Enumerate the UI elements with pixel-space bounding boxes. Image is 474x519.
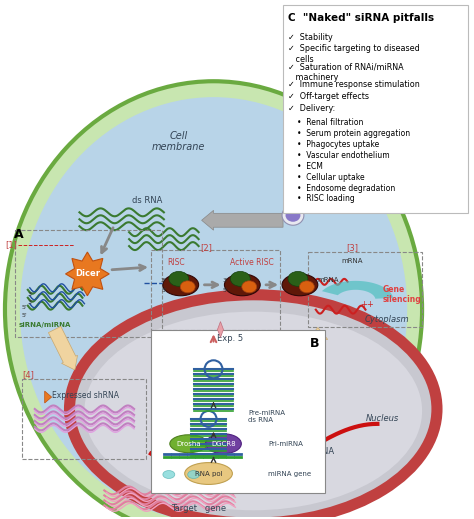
Text: 3': 3' [161,278,167,283]
Ellipse shape [20,97,407,519]
Text: •  Phagocytes uptake: • Phagocytes uptake [297,140,379,149]
Text: [4]: [4] [22,370,34,379]
Text: 5': 5' [223,288,228,293]
Text: 3': 3' [28,292,34,297]
Text: ✓  Stability: ✓ Stability [288,33,333,42]
Bar [151,250,280,330]
Text: ✓  Specific targeting to diseased
   cells: ✓ Specific targeting to diseased cells [288,45,420,64]
Ellipse shape [230,271,250,286]
Text: RNA pol: RNA pol [195,471,222,476]
Text: ✓  Off-target effects: ✓ Off-target effects [288,92,369,101]
Ellipse shape [169,271,189,286]
Ellipse shape [170,435,208,453]
Text: A: A [14,228,24,241]
Text: 5': 5' [161,288,167,293]
Text: mRNA: mRNA [318,277,339,283]
Ellipse shape [70,295,437,519]
Bar [308,252,422,326]
FancyArrow shape [308,327,328,369]
Ellipse shape [296,170,320,192]
Ellipse shape [300,281,314,293]
Text: Active RISC: Active RISC [230,258,274,267]
Text: •  Renal filtration: • Renal filtration [297,118,363,127]
Text: Exp. 5: Exp. 5 [218,334,244,344]
Bar [22,379,146,459]
Text: ✓  Delivery:: ✓ Delivery: [288,104,335,113]
Text: Dicer: Dicer [75,269,100,278]
FancyBboxPatch shape [283,5,468,213]
Text: C  "Naked" siRNA pitfalls: C "Naked" siRNA pitfalls [288,12,434,23]
Ellipse shape [185,462,232,484]
Text: 3': 3' [28,300,34,305]
Text: 5': 5' [22,313,27,318]
Ellipse shape [225,274,260,296]
Text: B: B [310,337,320,350]
Text: ✓  Immune response stimulation: ✓ Immune response stimulation [288,80,420,89]
Text: •  ECM: • ECM [297,162,323,171]
Polygon shape [218,322,223,337]
Text: RISC: RISC [167,258,184,267]
FancyBboxPatch shape [151,330,325,494]
Ellipse shape [242,281,257,293]
Text: [1]: [1] [5,241,17,250]
Text: Nucleus: Nucleus [366,414,399,424]
Bar [15,230,162,337]
Text: mRNA: mRNA [342,258,363,264]
Text: Cytoplasm: Cytoplasm [365,315,410,324]
Ellipse shape [300,173,316,187]
Text: ds RNA: ds RNA [132,196,162,205]
FancyArrow shape [48,326,78,370]
Text: DGCR8: DGCR8 [211,441,236,447]
Polygon shape [45,391,52,403]
FancyArrow shape [201,210,283,230]
Text: Target   gene: Target gene [171,504,226,513]
Ellipse shape [180,281,195,293]
Text: Pre-miRNA
ds RNA: Pre-miRNA ds RNA [248,411,285,424]
Ellipse shape [163,274,199,296]
Text: •  Vascular endothelium: • Vascular endothelium [297,151,390,160]
Text: mRNA: mRNA [308,447,334,456]
Text: miRNA gene: miRNA gene [268,471,311,476]
Text: 3': 3' [223,278,228,283]
Ellipse shape [5,81,422,519]
Text: Drosha: Drosha [176,441,201,447]
Text: [3]: [3] [346,243,358,252]
Text: 5': 5' [22,305,27,310]
Ellipse shape [84,311,422,510]
Ellipse shape [163,471,175,479]
Ellipse shape [206,434,241,454]
Text: siRNA/miRNA: siRNA/miRNA [18,322,71,327]
Text: Pri-miRNA: Pri-miRNA [268,441,303,447]
Text: ++: ++ [361,300,374,309]
Ellipse shape [188,471,200,479]
Text: •  Endosome degradation: • Endosome degradation [297,184,395,193]
Text: Gene
silencing: Gene silencing [383,285,421,305]
Text: •  RISC loading: • RISC loading [297,195,355,203]
Polygon shape [65,252,109,296]
Ellipse shape [282,206,304,225]
Text: Expressed shRNA: Expressed shRNA [52,391,118,400]
Ellipse shape [285,209,301,222]
Text: •  Cellular uptake: • Cellular uptake [297,173,365,182]
Text: Cell
membrane: Cell membrane [152,131,205,153]
Polygon shape [322,281,393,299]
Ellipse shape [282,274,318,296]
Text: ✓  Saturation of RNAi/miRNA
   machinery: ✓ Saturation of RNAi/miRNA machinery [288,62,404,82]
Text: •  Serum protein aggregation: • Serum protein aggregation [297,129,410,138]
Ellipse shape [288,271,308,286]
Text: [2]: [2] [201,243,212,252]
